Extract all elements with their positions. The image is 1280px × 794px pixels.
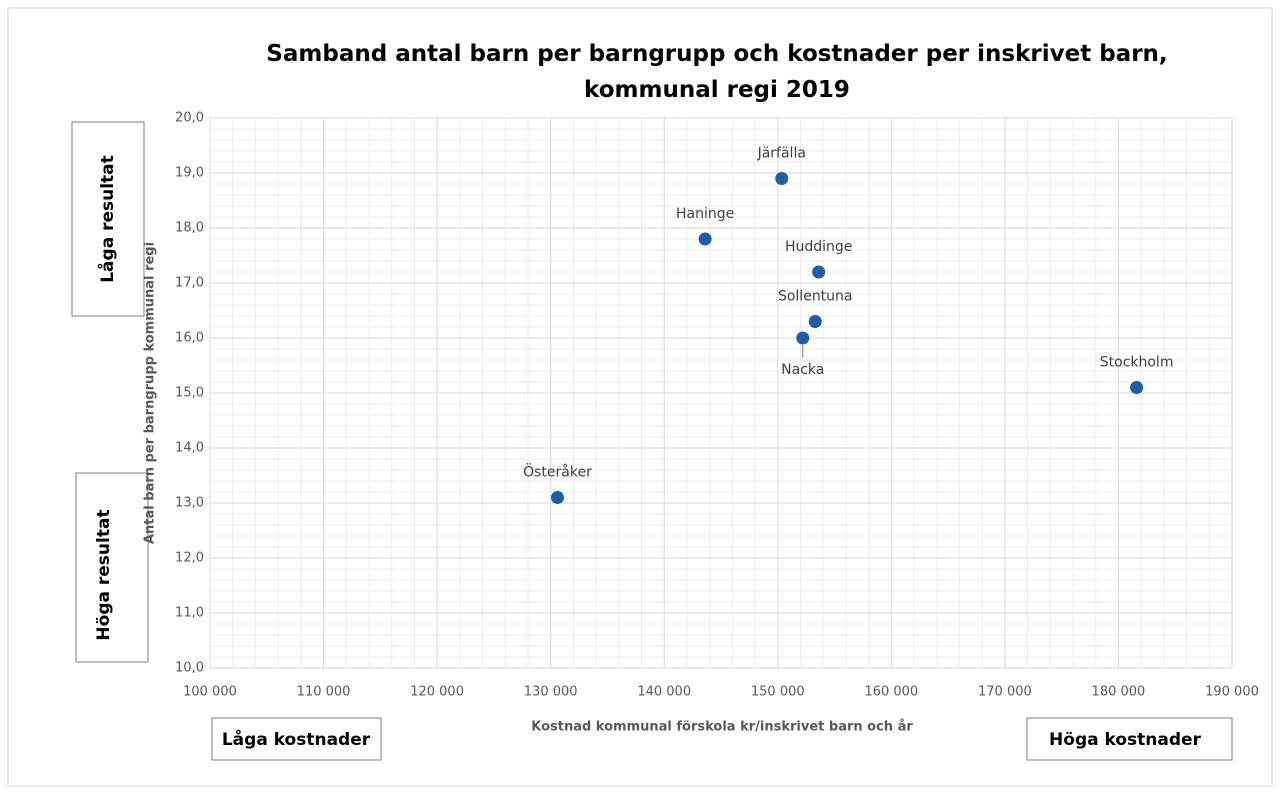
y-tick-label: 10,0 [175, 661, 204, 676]
x-tick-label: 110 000 [297, 685, 351, 700]
scatter-point [812, 265, 826, 279]
annotation-box [1026, 717, 1233, 761]
plot-area: 100 000 110 000 120 000 130 000 140 000 150 0… [175, 111, 1259, 700]
annotation-box [75, 472, 149, 663]
data-label: Järfälla [757, 146, 806, 162]
y-tick-label: 13,0 [175, 496, 204, 511]
y-tick-label: 11,0 [175, 606, 204, 621]
annotation: Låga resultat [96, 155, 118, 283]
scatter-point [775, 172, 789, 185]
data-label: Nacka [781, 362, 824, 378]
x-tick-label: 180 000 [1092, 685, 1146, 700]
y-tick-label: 20,0 [175, 111, 204, 126]
scatter-point [796, 331, 810, 345]
annotation: Låga kostnader [222, 728, 371, 750]
y-tick-label: 18,0 [175, 221, 204, 236]
x-tick-label: 140 000 [637, 685, 691, 700]
x-tick-label: 100 000 [183, 685, 237, 700]
data-label: Sollentuna [778, 289, 853, 305]
data-label: Haninge [676, 206, 734, 222]
y-tick-label: 17,0 [175, 276, 204, 291]
scatter-point [698, 232, 712, 246]
chart-frame [7, 7, 1273, 787]
y-tick-label: 12,0 [175, 551, 204, 566]
x-tick-label: 130 000 [524, 685, 578, 700]
x-axis-title: Kostnad kommunal förskola kr/inskrivet b… [531, 720, 913, 735]
x-tick-label: 120 000 [410, 685, 464, 700]
y-tick-label: 15,0 [175, 386, 204, 401]
scatter-point [1130, 381, 1144, 394]
x-tick-label: 160 000 [864, 685, 918, 700]
x-tick-label: 170 000 [978, 685, 1032, 700]
scatter-point [550, 491, 564, 504]
data-label: Stockholm [1100, 355, 1174, 371]
x-tick-label: 190 000 [1205, 685, 1259, 700]
data-label: Huddinge [785, 239, 852, 255]
y-axis-title: Antal barn per barngrupp kommunal regi [143, 242, 158, 544]
chart-title: Samband antal barn per barngrupp och kos… [266, 41, 1168, 103]
annotation: Höga resultat [94, 509, 114, 640]
y-tick-label: 16,0 [175, 331, 204, 346]
data-label: Österåker [523, 463, 592, 481]
annotation-box [211, 717, 382, 761]
y-tick-label: 14,0 [175, 441, 204, 456]
scatter-point [808, 315, 822, 328]
annotation: Höga kostnader [1049, 730, 1202, 750]
annotation-box [71, 121, 145, 317]
y-tick-label: 19,0 [175, 166, 204, 181]
x-tick-label: 150 000 [751, 685, 805, 700]
